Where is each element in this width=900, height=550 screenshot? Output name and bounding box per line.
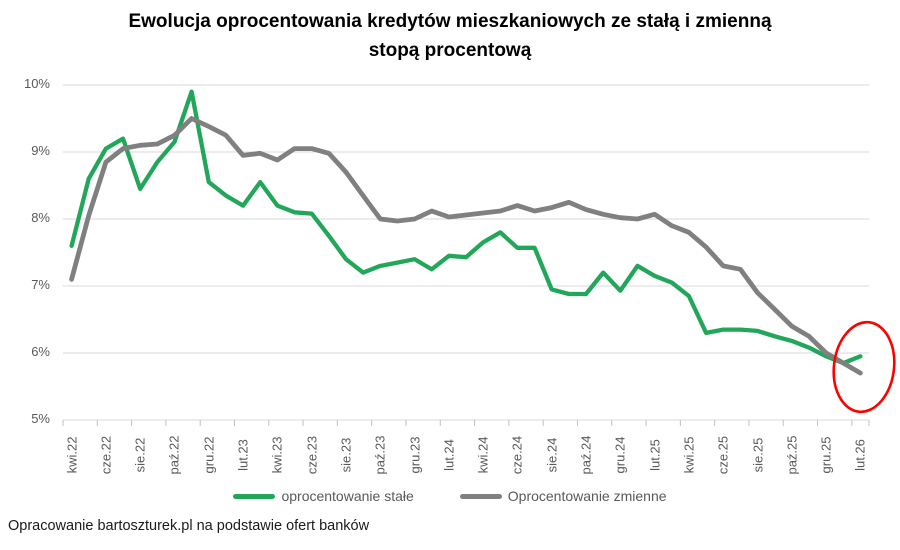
legend-item: Oprocentowanie zmienne [459, 488, 667, 504]
legend-label: oprocentowanie stałe [281, 488, 414, 504]
chart-title-line2: stopą procentową [368, 40, 532, 61]
chart-title-line1: Ewolucja oprocentowania kredytów mieszka… [128, 11, 772, 32]
x-axis-label: lut.25 [647, 439, 663, 471]
x-axis-label: cze.24 [509, 435, 525, 475]
chart-title: Ewolucja oprocentowania kredytów mieszka… [0, 7, 900, 65]
y-axis-label: 9% [31, 143, 50, 158]
source-note: Opracowanie bartoszturek.pl na podstawie… [8, 518, 370, 534]
x-axis-label: cze.25 [715, 435, 731, 475]
x-axis-label: kwi.23 [269, 436, 285, 474]
y-axis-label: 8% [31, 210, 50, 225]
x-axis-label: cze.23 [304, 435, 320, 475]
x-axis-label: gru.24 [612, 436, 628, 474]
x-axis-label: kwi.25 [681, 436, 697, 474]
x-axis-label: gru.23 [407, 436, 423, 474]
legend-line-swatch [233, 493, 276, 499]
x-axis-label: cze.22 [98, 435, 114, 475]
x-axis-label: paź.25 [784, 435, 800, 475]
legend-label: Oprocentowanie zmienne [507, 488, 667, 504]
x-axis-label: lut.26 [852, 439, 868, 471]
x-axis-label: gru.25 [818, 436, 834, 474]
legend-item: oprocentowanie stałe [233, 488, 414, 504]
y-axis-label: 5% [31, 411, 50, 426]
x-axis-label: sie.25 [750, 437, 766, 473]
x-axis-label: paź.23 [372, 435, 388, 475]
x-axis-label: gru.22 [201, 436, 217, 474]
series-line-variable [69, 116, 863, 376]
y-axis-label: 10% [23, 76, 50, 91]
x-axis-label: sie.22 [132, 437, 148, 473]
highlight-ellipse [832, 320, 896, 414]
x-axis-label: sie.24 [544, 437, 560, 473]
x-axis-label: paź.24 [578, 435, 594, 475]
x-axis-label: paź.22 [166, 435, 182, 475]
legend-line-swatch [459, 493, 502, 499]
series-line-fixed [69, 89, 863, 366]
x-axis-label: kwi.24 [475, 436, 491, 474]
y-axis-label: 6% [31, 344, 50, 359]
y-axis-label: 7% [31, 277, 50, 292]
legend: oprocentowanie stałe Oprocentowanie zmien… [0, 488, 900, 504]
x-axis-label: lut.24 [441, 439, 457, 471]
x-axis-label: lut.23 [235, 439, 251, 471]
x-axis-label: sie.23 [338, 437, 354, 473]
x-axis-label: kwi.22 [64, 436, 80, 474]
